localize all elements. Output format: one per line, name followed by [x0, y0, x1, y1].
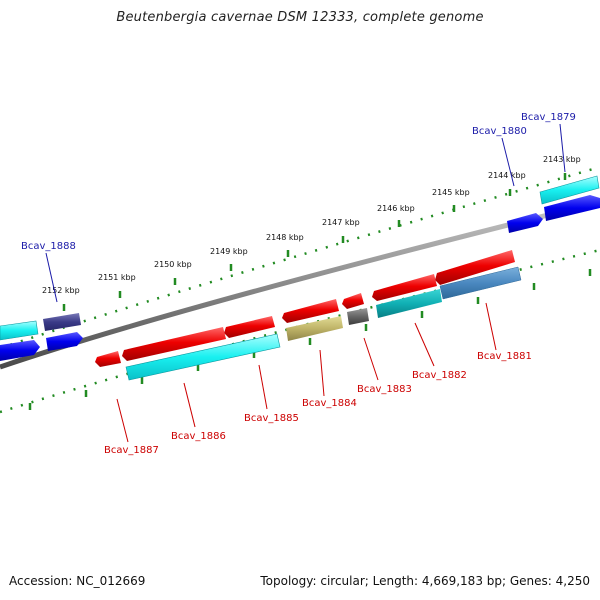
label-bcav-1887: Bcav_1887 — [104, 445, 159, 456]
scale-label-2149: 2149 kbp — [210, 247, 248, 256]
scale-label-2145: 2145 kbp — [432, 188, 470, 197]
gene-bcav-1879-blue — [544, 195, 600, 221]
gene-bcav-1885-red — [224, 316, 275, 338]
label-bcav-1885: Bcav_1885 — [244, 413, 299, 424]
gene-bcav-1887-red — [95, 351, 121, 367]
gene-bcav-1883-gray — [347, 308, 369, 325]
gene-bcav-1888-blue — [46, 332, 83, 351]
gene-bcav-1879-cyan — [539, 175, 600, 205]
map-title: Beutenbergia cavernae DSM 12333, complet… — [116, 10, 484, 25]
genome-summary-text: Topology: circular; Length: 4,669,183 bp… — [260, 574, 590, 588]
scale-label-2151: 2151 kbp — [98, 273, 136, 282]
gene-left-cyan — [0, 320, 39, 341]
gene-name-labels: Bcav_1879 Bcav_1880 Bcav_1888 Bcav_1881 … — [21, 112, 576, 456]
gene-left-blue — [0, 340, 40, 361]
gene-bcav-1884-red — [282, 299, 339, 323]
scale-label-2148: 2148 kbp — [266, 233, 304, 242]
label-bcav-1884: Bcav_1884 — [302, 398, 357, 409]
gene-bcav-1886-cyan — [125, 333, 281, 381]
scale-label-2152: 2152 kbp — [42, 286, 80, 295]
forward-strand-genes[interactable] — [0, 175, 600, 361]
label-bcav-1880: Bcav_1880 — [472, 126, 527, 137]
gene-bcav-1882-red — [372, 274, 437, 301]
scale-label-2146: 2146 kbp — [377, 204, 415, 213]
scale-label-2147: 2147 kbp — [322, 218, 360, 227]
label-leaders — [45, 123, 566, 443]
reverse-strand-genes[interactable] — [95, 250, 522, 381]
scale-label-2143: 2143 kbp — [543, 155, 581, 164]
gene-bcav-1882-teal — [376, 289, 442, 318]
scale-labels: 2143 kbp 2144 kbp 2145 kbp 2146 kbp 2147… — [42, 155, 581, 295]
scale-label-2150: 2150 kbp — [154, 260, 192, 269]
gene-bcav-1886-red — [122, 327, 226, 361]
outer-scale-track — [0, 165, 600, 350]
gene-bcav-1881-red — [435, 250, 515, 285]
label-bcav-1879: Bcav_1879 — [521, 112, 576, 123]
label-bcav-1882: Bcav_1882 — [412, 370, 467, 381]
label-bcav-1881: Bcav_1881 — [477, 351, 532, 362]
label-bcav-1883: Bcav_1883 — [357, 384, 412, 395]
gene-bcav-1888-navy — [43, 313, 81, 331]
gene-bcav-1883-red — [342, 293, 364, 309]
label-bcav-1886: Bcav_1886 — [171, 431, 226, 442]
gene-bcav-1884-olive — [286, 316, 343, 341]
accession-text: Accession: NC_012669 — [9, 574, 146, 588]
gene-bcav-1881-steel — [439, 266, 522, 300]
label-bcav-1888: Bcav_1888 — [21, 241, 76, 252]
gene-bcav-1880 — [507, 213, 543, 233]
scale-label-2144: 2144 kbp — [488, 171, 526, 180]
